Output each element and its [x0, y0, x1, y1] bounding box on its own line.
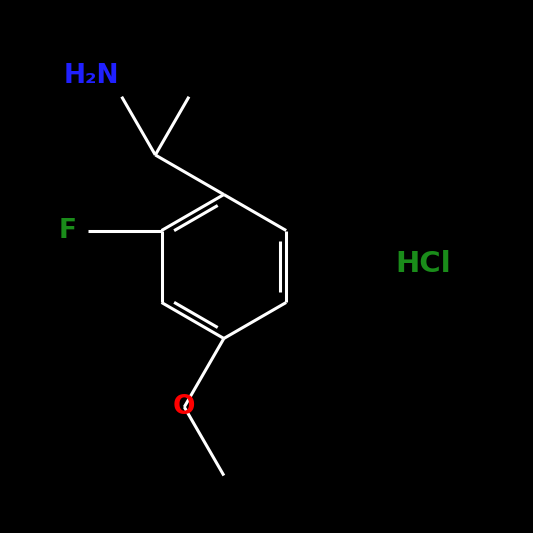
Text: H₂N: H₂N [63, 63, 119, 88]
Text: F: F [59, 217, 77, 244]
Text: HCl: HCl [396, 250, 451, 278]
Text: O: O [173, 394, 196, 420]
